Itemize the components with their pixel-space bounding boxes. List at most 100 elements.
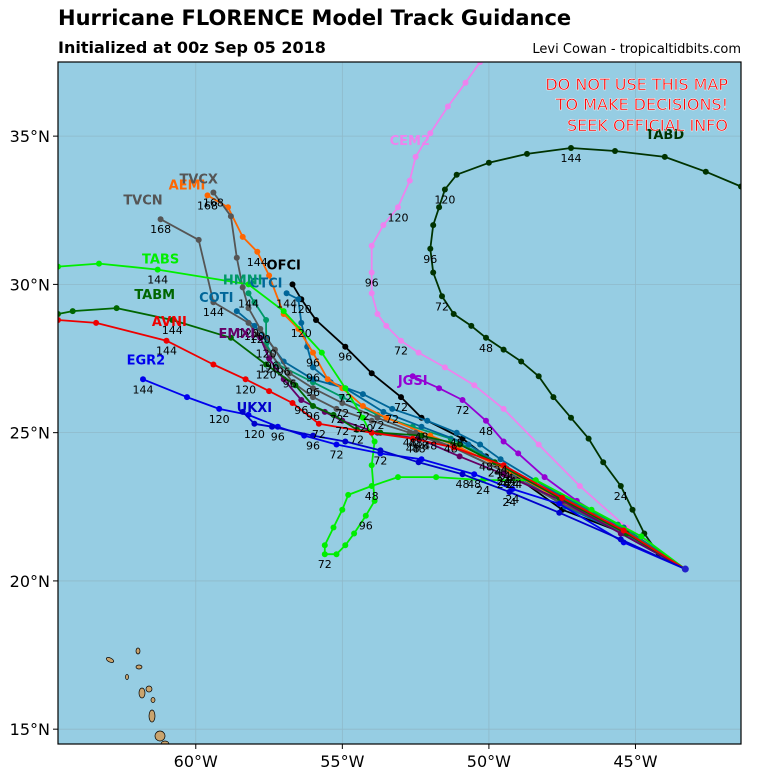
track-point-ctci: [424, 417, 431, 424]
track-point-tabm: [169, 317, 176, 323]
track-point-tvcn: [245, 319, 252, 326]
forecast-hour-label: 120: [388, 211, 409, 224]
y-tick-label: 20°N: [10, 572, 50, 591]
forecast-hour-label: 96: [359, 520, 373, 533]
track-point-tvcx: [233, 254, 240, 261]
track-point-tabs: [321, 542, 328, 549]
forecast-hour-label: 72: [350, 434, 364, 447]
map-subtitle: Initialized at 00z Sep 05 2018: [58, 38, 326, 57]
forecast-hour-label: 168: [197, 199, 218, 212]
island: [150, 697, 156, 703]
forecast-hour-label: 120: [256, 369, 277, 382]
track-point-aemi: [383, 414, 390, 421]
track-point-jgsi: [436, 385, 443, 392]
track-point-ofci: [342, 343, 349, 350]
plot-frame: [57, 61, 742, 745]
track-point-tabs: [371, 497, 378, 504]
track-point-tabd: [500, 346, 507, 353]
track-point-tvcx: [245, 305, 252, 312]
forecast-hour-label: 96: [306, 371, 320, 384]
track-point-avni: [500, 462, 507, 469]
track-point-cem2: [395, 204, 401, 211]
track-point-tvcn: [210, 299, 217, 306]
track-point-cem2: [427, 130, 434, 137]
forecast-hour-label: 168: [203, 197, 224, 210]
track-point-coti: [465, 441, 472, 448]
track-point-coti: [380, 408, 387, 415]
axis-ticks: 60°W 55°W 50°W 45°W 15°N 20°N 25°N 30°N 35°N: [10, 127, 658, 768]
model-label-tvcn: TVCN: [123, 193, 162, 208]
track-point-tabs: [638, 533, 645, 540]
track-point-avni: [620, 527, 627, 534]
forecast-hour-label: 72: [330, 413, 344, 426]
track-point-tabs: [359, 414, 366, 421]
forecast-hour-label: 168: [150, 223, 171, 236]
forecast-hour-label: 48: [479, 460, 493, 473]
warning-box: DO NOT USE THIS MAP TO MAKE DECISIONS! S…: [545, 75, 728, 135]
track-point-tvcx: [339, 400, 346, 406]
track-point-tabd: [524, 150, 530, 157]
track-point-emxi: [266, 355, 273, 362]
track-point-tabd: [535, 373, 542, 380]
track-point-hmni: [245, 290, 252, 297]
track-point-tabs: [58, 263, 61, 270]
track-point-tabs: [368, 462, 375, 469]
island: [148, 709, 156, 723]
model-label-egr2: EGR2: [127, 354, 166, 369]
track-point-aemi: [324, 376, 331, 383]
track-point-tabs: [345, 491, 352, 498]
track-point-tvcx: [227, 213, 234, 220]
model-label-ofci: OFCI: [267, 259, 301, 274]
forecast-hour-label: 48: [479, 342, 493, 355]
track-point-ctci: [497, 456, 504, 463]
forecast-hour-label: 96: [365, 277, 379, 290]
track-point-jgsi: [515, 450, 522, 457]
track-point-emxi: [257, 334, 264, 341]
track-point-cem2: [576, 483, 583, 489]
track-point-tabd: [439, 293, 445, 300]
forecast-hour-label: 72: [371, 419, 385, 432]
track-point-ofci: [368, 370, 375, 377]
track-point-tvcx: [374, 414, 381, 421]
track-point-cem2: [406, 177, 413, 184]
track-point-cem2: [535, 441, 542, 448]
model-label-avni: AVNI: [152, 315, 187, 330]
track-point-cem2: [471, 382, 478, 389]
track-point-tabs: [321, 551, 328, 558]
forecast-hour-label: 48: [456, 478, 470, 491]
island: [105, 657, 115, 663]
track-point-tabd: [568, 414, 574, 421]
island: [154, 730, 166, 742]
track-point-tabd: [468, 322, 475, 329]
track-point-cem2: [415, 349, 422, 356]
track-point-egr2: [184, 394, 190, 401]
track-point-tabd: [600, 459, 607, 466]
model-label-jgsi: JGSI: [397, 374, 428, 389]
track-point-tabs: [342, 385, 349, 392]
forecast-hour-label: 120: [209, 413, 230, 426]
track-point-tabs: [280, 308, 287, 315]
track-point-ukxi: [310, 432, 316, 439]
island: [135, 647, 141, 655]
forecast-hour-label: 24: [505, 478, 519, 491]
track-point-tabs: [154, 266, 161, 273]
track-point-tabs: [333, 551, 340, 558]
track-point-tabm: [58, 311, 61, 317]
track-point-ukxi: [415, 459, 422, 466]
track-line-tabs: [58, 262, 686, 570]
y-tick-label: 35°N: [10, 127, 50, 146]
track-point-tabm: [292, 382, 299, 389]
forecast-hour-label: 96: [338, 351, 352, 364]
forecast-hour-label: 72: [356, 410, 370, 423]
track-point-tabs: [433, 474, 440, 481]
forecast-hour-label: 72: [373, 454, 387, 467]
track-point-tabd: [629, 506, 636, 513]
track-point-cem2: [383, 322, 390, 329]
island: [135, 664, 143, 670]
track-point-ukxi: [377, 447, 384, 454]
track-point-avni: [289, 400, 296, 406]
track-point-ofci: [313, 317, 319, 323]
storm-start-point: [681, 565, 689, 573]
track-point-tabd: [585, 435, 592, 442]
track-line-egr2: [142, 378, 686, 570]
